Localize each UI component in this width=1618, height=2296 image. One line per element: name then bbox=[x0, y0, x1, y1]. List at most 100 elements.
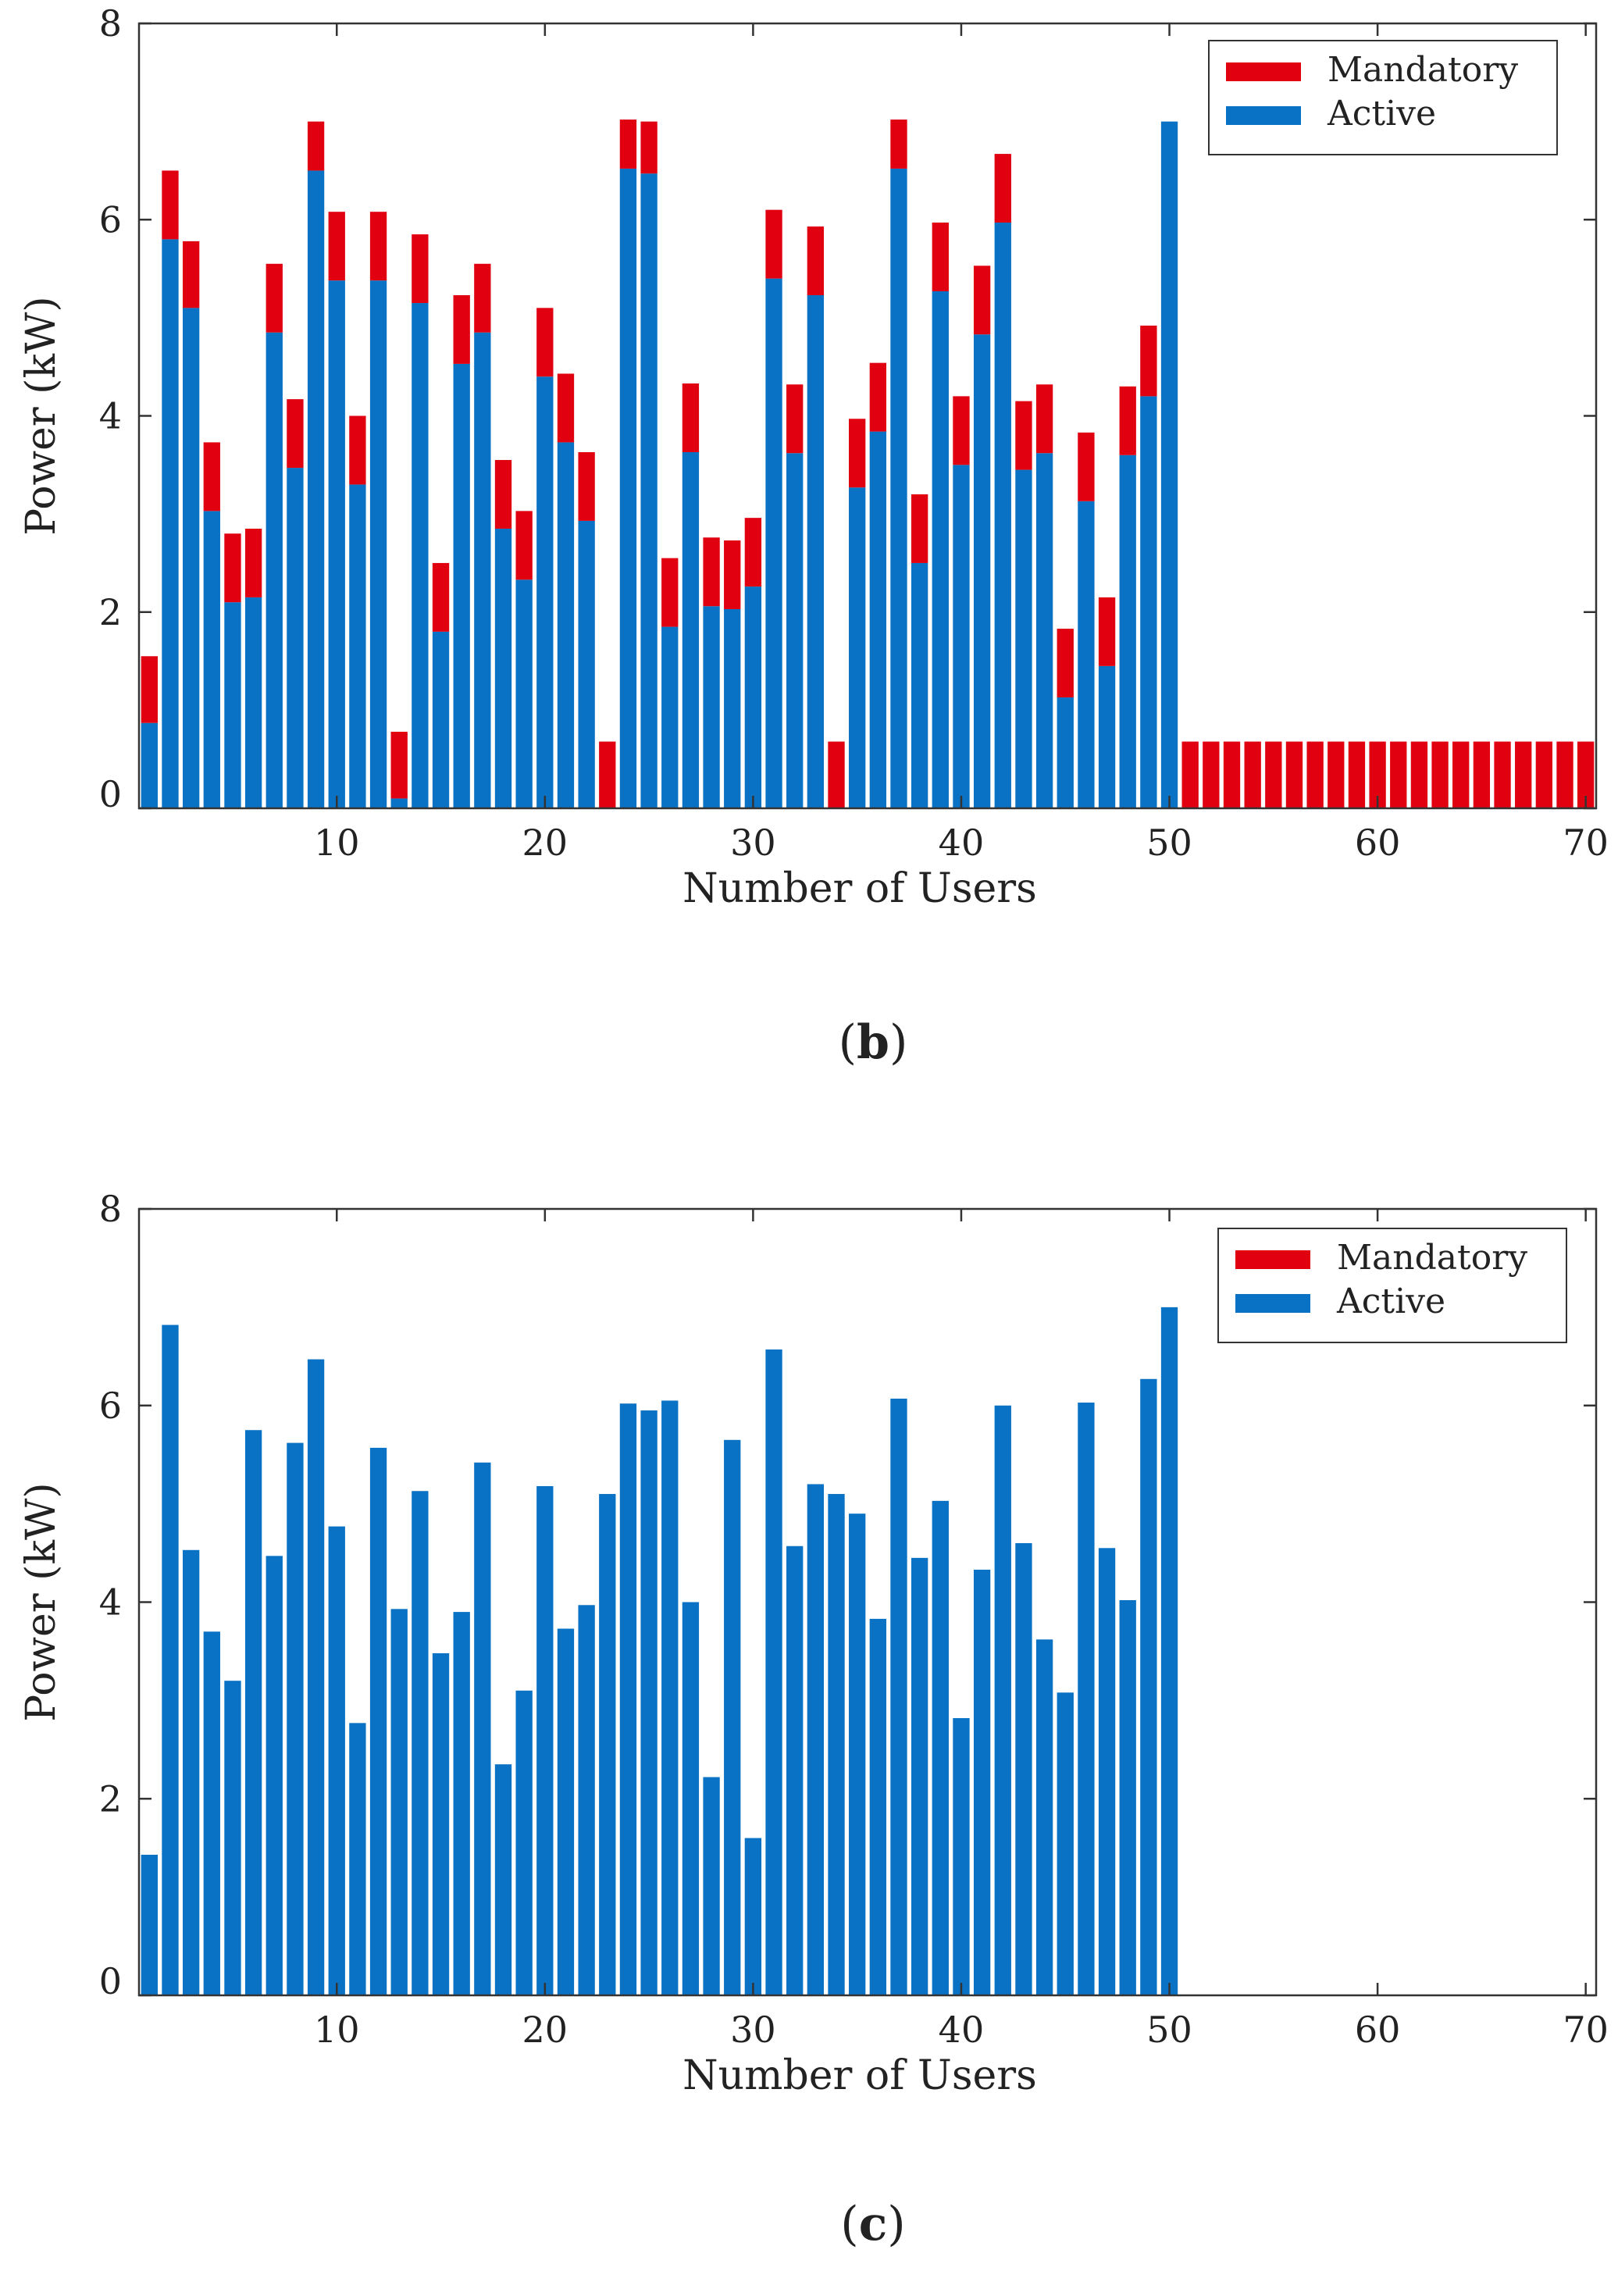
bar-active-user-24 bbox=[619, 1403, 637, 1995]
bar-active-user-29 bbox=[724, 608, 741, 808]
bar-mandatory-user-7 bbox=[266, 263, 283, 333]
bar-active-user-13 bbox=[390, 1609, 408, 1995]
bar-mandatory-user-22 bbox=[578, 451, 595, 521]
bar-active-user-11 bbox=[349, 484, 366, 808]
bar-active-user-43 bbox=[1015, 1542, 1032, 1995]
bar-active-user-23 bbox=[599, 1494, 616, 1995]
bar-mandatory-user-9 bbox=[307, 121, 325, 171]
bar-active-user-39 bbox=[932, 1500, 949, 1995]
bar-active-user-44 bbox=[1035, 453, 1053, 808]
bar-active-user-48 bbox=[1119, 455, 1136, 808]
bar-mandatory-user-31 bbox=[765, 209, 782, 279]
bar-active-user-32 bbox=[786, 453, 804, 808]
bar-active-user-10 bbox=[328, 1526, 345, 1995]
bar-active-user-50 bbox=[1160, 1307, 1178, 1995]
bar-active-user-26 bbox=[661, 1400, 679, 1995]
bar-active-user-31 bbox=[765, 278, 782, 808]
bar-active-user-21 bbox=[557, 442, 575, 808]
y-axis-title: Power (kW) bbox=[18, 296, 65, 535]
bar-mandatory-user-26 bbox=[661, 558, 679, 627]
bar-active-user-36 bbox=[869, 1618, 886, 1995]
bar-mandatory-user-68 bbox=[1535, 741, 1553, 808]
bar-active-user-16 bbox=[453, 1612, 470, 1995]
bar-active-user-29 bbox=[724, 1439, 741, 1995]
chart-c: 0 2 4 6 8 10 20 30 40 50 60 70 Number of Users Power … bbox=[18, 1188, 1609, 2251]
legend-swatch-active bbox=[1226, 106, 1301, 125]
y-tick-label: 0 bbox=[99, 1960, 122, 2002]
caption-letter: c bbox=[859, 2197, 888, 2251]
x-tick-label: 70 bbox=[1563, 2009, 1609, 2051]
bar-mandatory-user-32 bbox=[786, 384, 804, 454]
x-tick-label: 50 bbox=[1146, 822, 1192, 864]
bar-active-user-38 bbox=[911, 562, 928, 808]
bar-mandatory-user-28 bbox=[703, 537, 720, 607]
bar-active-user-8 bbox=[287, 1442, 304, 1995]
bar-active-user-42 bbox=[994, 1405, 1011, 1995]
legend-box bbox=[1217, 1228, 1567, 1343]
x-tick-label: 30 bbox=[730, 2009, 776, 2051]
bar-active-user-44 bbox=[1035, 1639, 1053, 1995]
bar-mandatory-user-53 bbox=[1223, 741, 1241, 808]
bar-active-user-17 bbox=[474, 1462, 491, 1995]
x-tick-label: 10 bbox=[314, 2009, 360, 2051]
bar-active-user-16 bbox=[453, 363, 470, 808]
bar-mandatory-user-62 bbox=[1410, 741, 1428, 808]
bar-mandatory-user-36 bbox=[869, 362, 886, 432]
caption-close-paren: ) bbox=[887, 2197, 905, 2251]
bar-active-user-17 bbox=[474, 332, 491, 808]
bar-active-user-9 bbox=[307, 1359, 325, 1995]
bar-active-user-41 bbox=[973, 334, 991, 808]
bar-active-user-40 bbox=[953, 1718, 970, 1995]
bar-active-user-20 bbox=[536, 376, 554, 808]
bar-mandatory-user-64 bbox=[1452, 741, 1470, 808]
y-tick-label: 0 bbox=[99, 773, 122, 815]
legend: Mandatory Active bbox=[1217, 1228, 1567, 1343]
bar-mandatory-user-21 bbox=[557, 373, 575, 443]
bar-mandatory-user-35 bbox=[849, 419, 866, 488]
bar-active-user-21 bbox=[557, 1628, 575, 1995]
bar-mandatory-user-6 bbox=[244, 528, 262, 597]
bar-active-user-5 bbox=[224, 602, 241, 808]
bar-active-user-27 bbox=[682, 451, 700, 808]
bar-mandatory-user-41 bbox=[973, 266, 991, 335]
x-axis-title: Number of Users bbox=[682, 2052, 1037, 2099]
bar-active-user-5 bbox=[224, 1681, 241, 1995]
bar-active-user-46 bbox=[1078, 1402, 1095, 1995]
bar-active-user-49 bbox=[1140, 396, 1157, 808]
bar-active-user-33 bbox=[807, 294, 825, 808]
caption-open-paren: ( bbox=[839, 1015, 857, 1070]
bar-active-user-36 bbox=[869, 431, 886, 808]
bar-active-user-6 bbox=[244, 1430, 262, 1995]
bar-active-user-37 bbox=[890, 168, 907, 809]
bar-mandatory-user-56 bbox=[1285, 741, 1303, 808]
bar-active-user-38 bbox=[911, 1557, 928, 1995]
bar-active-user-7 bbox=[266, 1556, 283, 1995]
bar-active-user-13 bbox=[390, 798, 408, 808]
y-tick-label: 4 bbox=[99, 1581, 122, 1624]
bar-mandatory-user-34 bbox=[828, 741, 845, 808]
legend-label-mandatory: Mandatory bbox=[1328, 50, 1518, 90]
y-tick-label: 8 bbox=[99, 2, 122, 45]
legend-label-mandatory: Mandatory bbox=[1337, 1238, 1527, 1278]
bar-mandatory-user-67 bbox=[1515, 741, 1532, 808]
x-tick-label: 60 bbox=[1355, 822, 1401, 864]
bar-active-user-1 bbox=[141, 1854, 158, 1995]
bar-mandatory-user-60 bbox=[1369, 741, 1386, 808]
bar-mandatory-user-63 bbox=[1431, 741, 1449, 808]
bar-active-user-31 bbox=[765, 1349, 782, 1995]
bar-mandatory-user-43 bbox=[1015, 401, 1032, 470]
x-tick-label: 20 bbox=[522, 822, 568, 864]
bar-active-user-39 bbox=[932, 291, 949, 808]
bar-mandatory-user-12 bbox=[369, 212, 387, 281]
caption-letter: b bbox=[857, 1015, 889, 1070]
bar-active-user-30 bbox=[744, 586, 762, 808]
bar-active-user-3 bbox=[182, 308, 200, 808]
bar-mandatory-user-55 bbox=[1265, 741, 1282, 808]
bar-mandatory-user-33 bbox=[807, 226, 825, 295]
caption-close-paren: ) bbox=[889, 1015, 907, 1070]
bar-mandatory-user-46 bbox=[1078, 432, 1095, 501]
y-tick-label: 2 bbox=[99, 1777, 122, 1820]
bar-mandatory-user-20 bbox=[536, 308, 554, 377]
bar-active-user-4 bbox=[203, 1631, 220, 1995]
legend-label-active: Active bbox=[1336, 1282, 1445, 1321]
